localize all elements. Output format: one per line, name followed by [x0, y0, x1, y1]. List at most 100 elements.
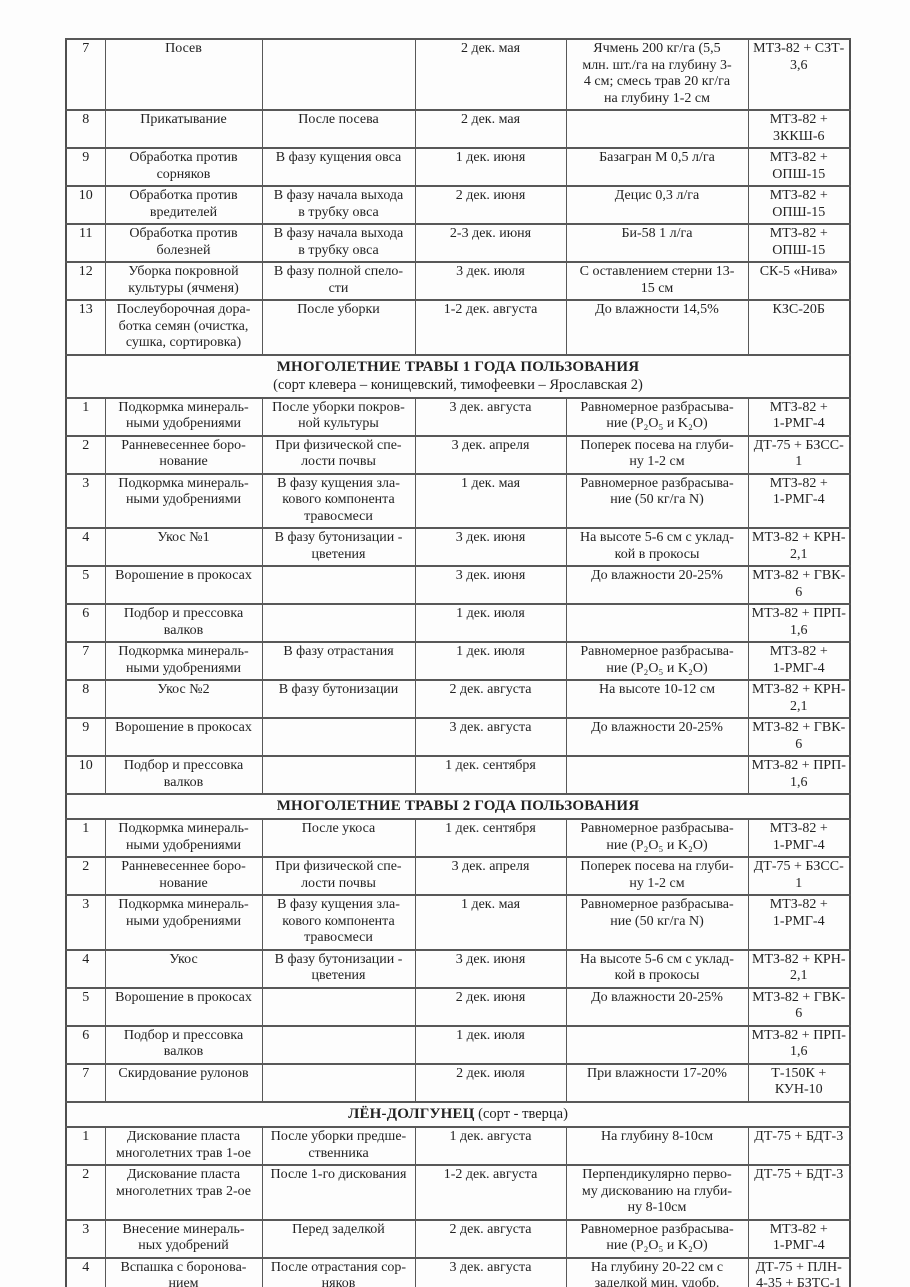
condition-cell: В фазу кущения зла- кового компонента тр…: [261, 894, 416, 951]
table-row: 11 Обработка против болезней В фазу начала…: [65, 223, 851, 263]
table-row: 1 Дискование пласта многолетних трав 1-ое…: [65, 1126, 851, 1166]
requirements-cell: Равномерное разбрасыва- ние (P₂O₅ и K₂O): [565, 396, 749, 437]
row-number-cell: 1: [65, 396, 106, 437]
section-header-row: МНОГОЛЕТНИЕ ТРАВЫ 1 ГОДА ПОЛЬЗОВАНИЯ (сор…: [65, 353, 851, 399]
table-row: 1 Подкормка минераль- ными удобрениями Пос…: [65, 818, 851, 858]
row-number-cell: 4: [65, 1256, 106, 1287]
timing-cell: 2 дек. июля: [414, 1062, 567, 1103]
operation-cell: Подкормка минераль- ными удобрениями: [104, 472, 263, 529]
table-row: 4 Укос №1 В фазу бутонизации - цветения 3 д…: [65, 527, 851, 567]
condition-cell: После 1-го дискования: [261, 1164, 416, 1221]
requirements-cell: [565, 1024, 749, 1065]
table-row: 8 Прикатывание После посева 2 дек. мая МТЗ-8…: [65, 109, 851, 149]
operation-cell: Ворошение в прокосах: [104, 565, 263, 605]
row-number-cell: 6: [65, 603, 106, 643]
operation-cell: Прикатывание: [104, 109, 263, 149]
machinery-cell: МТЗ-82 + КРН- 2,1: [747, 527, 851, 567]
row-number-cell: 9: [65, 717, 106, 757]
operation-cell: Ворошение в прокосах: [104, 717, 263, 757]
table-row: 10 Обработка против вредителей В фазу нача…: [65, 185, 851, 225]
table-row: 4 Укос В фазу бутонизации - цветения 3 дек.…: [65, 948, 851, 989]
condition-cell: После уборки покров- ной культуры: [261, 396, 416, 437]
row-number-cell: 1: [65, 1126, 106, 1166]
row-number-cell: 5: [65, 565, 106, 605]
timing-cell: 2 дек. июня: [414, 986, 567, 1027]
requirements-cell: Перпендикулярно перво- му дискованию на …: [565, 1164, 749, 1221]
table-row: 9 Обработка против сорняков В фазу кущения…: [65, 147, 851, 187]
operation-cell: Подкормка минераль- ными удобрениями: [104, 894, 263, 951]
machinery-cell: МТЗ-82 + 3ККШ-6: [747, 109, 851, 149]
row-number-cell: 1: [65, 818, 106, 858]
section-header-cell: ЛЁН-ДОЛГУНЕЦ (сорт - тверца): [65, 1100, 851, 1128]
row-number-cell: 11: [65, 223, 106, 263]
timing-cell: 1-2 дек. августа: [414, 1164, 567, 1221]
condition-cell: В фазу бутонизации: [261, 679, 416, 719]
condition-cell: В фазу полной спело- сти: [261, 261, 416, 301]
row-number-cell: 3: [65, 1218, 106, 1259]
operation-cell: Уборка покровной культуры (ячменя): [104, 261, 263, 301]
row-number-cell: 2: [65, 1164, 106, 1221]
table-row: 7 Скирдование рулонов 2 дек. июля При влажн…: [65, 1062, 851, 1103]
table-row: 6 Подбор и прессовка валков 1 дек. июля МТЗ…: [65, 1024, 851, 1065]
section-title: МНОГОЛЕТНИЕ ТРАВЫ 1 ГОДА ПОЛЬЗОВАНИЯ: [276, 358, 640, 375]
timing-cell: 1 дек. августа: [414, 1126, 567, 1166]
timing-cell: 1-2 дек. августа: [414, 299, 567, 356]
table-row: 10 Подбор и прессовка валков 1 дек. сентяб…: [65, 755, 851, 795]
machinery-cell: МТЗ-82 + 1-РМГ-4: [747, 818, 851, 858]
timing-cell: 3 дек. июля: [414, 261, 567, 301]
operation-cell: Дискование пласта многолетних трав 2-ое: [104, 1164, 263, 1221]
machinery-cell: МТЗ-82 + СЗТ- 3,6: [747, 38, 851, 111]
machinery-cell: ДТ-75 + БДТ-3: [747, 1164, 851, 1221]
timing-cell: 2-3 дек. июня: [414, 223, 567, 263]
requirements-cell: Равномерное разбрасыва- ние (P₂O₅ и K₂O): [565, 641, 749, 681]
row-number-cell: 10: [65, 185, 106, 225]
table-body: 7 Посев 2 дек. мая Ячмень 200 кг/га (5,5 мл…: [65, 38, 851, 1287]
table-row: 5 Ворошение в прокосах 2 дек. июня До влажн…: [65, 986, 851, 1027]
row-number-cell: 13: [65, 299, 106, 356]
timing-cell: 3 дек. апреля: [414, 856, 567, 896]
condition-cell: [261, 755, 416, 795]
section-header-row: МНОГОЛЕТНИЕ ТРАВЫ 2 ГОДА ПОЛЬЗОВАНИЯ: [65, 793, 851, 820]
section-subtitle: (сорт клевера – конищевский, тимофеевки …: [273, 376, 643, 393]
timing-cell: 3 дек. апреля: [414, 434, 567, 475]
section-header-cell: МНОГОЛЕТНИЕ ТРАВЫ 1 ГОДА ПОЛЬЗОВАНИЯ (сор…: [65, 353, 851, 399]
table-row: 13 Послеуборочная дора- ботка семян (очис…: [65, 299, 851, 356]
operation-cell: Ранневесеннее боро- нование: [104, 434, 263, 475]
row-number-cell: 12: [65, 261, 106, 301]
row-number-cell: 9: [65, 147, 106, 187]
condition-cell: В фазу отрастания: [261, 641, 416, 681]
requirements-cell: При влажности 17-20%: [565, 1062, 749, 1103]
timing-cell: 3 дек. августа: [414, 396, 567, 437]
requirements-cell: [565, 109, 749, 149]
requirements-cell: На высоте 10-12 см: [565, 679, 749, 719]
operation-cell: Внесение минераль- ных удобрений: [104, 1218, 263, 1259]
operation-cell: Подбор и прессовка валков: [104, 755, 263, 795]
machinery-cell: МТЗ-82 + ОПШ-15: [747, 147, 851, 187]
section-header-row: ЛЁН-ДОЛГУНЕЦ (сорт - тверца): [65, 1100, 851, 1128]
operation-cell: Укос №1: [104, 527, 263, 567]
section-header-cell: МНОГОЛЕТНИЕ ТРАВЫ 2 ГОДА ПОЛЬЗОВАНИЯ: [65, 793, 851, 820]
row-number-cell: 7: [65, 1062, 106, 1103]
table-row: 2 Дискование пласта многолетних трав 2-ое…: [65, 1164, 851, 1221]
table-row: 2 Ранневесеннее боро- нование При физическ…: [65, 856, 851, 896]
timing-cell: 1 дек. мая: [414, 472, 567, 529]
agro-operations-table: 7 Посев 2 дек. мая Ячмень 200 кг/га (5,5 мл…: [65, 38, 851, 1287]
machinery-cell: ДТ-75 + БЗСС- 1: [747, 434, 851, 475]
condition-cell: После уборки: [261, 299, 416, 356]
requirements-cell: На глубину 20-22 см с заделкой мин. удоб…: [565, 1256, 749, 1287]
timing-cell: 1 дек. сентября: [414, 755, 567, 795]
operation-cell: Подкормка минераль- ными удобрениями: [104, 396, 263, 437]
row-number-cell: 8: [65, 109, 106, 149]
machinery-cell: МТЗ-82 + ОПШ-15: [747, 223, 851, 263]
row-number-cell: 6: [65, 1024, 106, 1065]
operation-cell: Скирдование рулонов: [104, 1062, 263, 1103]
machinery-cell: ДТ-75 + ПЛН- 4-35 + БЗТС-1: [747, 1256, 851, 1287]
condition-cell: В фазу бутонизации - цветения: [261, 948, 416, 989]
section-title: ЛЁН-ДОЛГУНЕЦ: [348, 1105, 475, 1122]
requirements-cell: До влажности 20-25%: [565, 986, 749, 1027]
requirements-cell: Би-58 1 л/га: [565, 223, 749, 263]
table-row: 5 Ворошение в прокосах 3 дек. июня До влажн…: [65, 565, 851, 605]
timing-cell: 1 дек. июля: [414, 1024, 567, 1065]
machinery-cell: МТЗ-82 + 1-РМГ-4: [747, 1218, 851, 1259]
operation-cell: Обработка против сорняков: [104, 147, 263, 187]
